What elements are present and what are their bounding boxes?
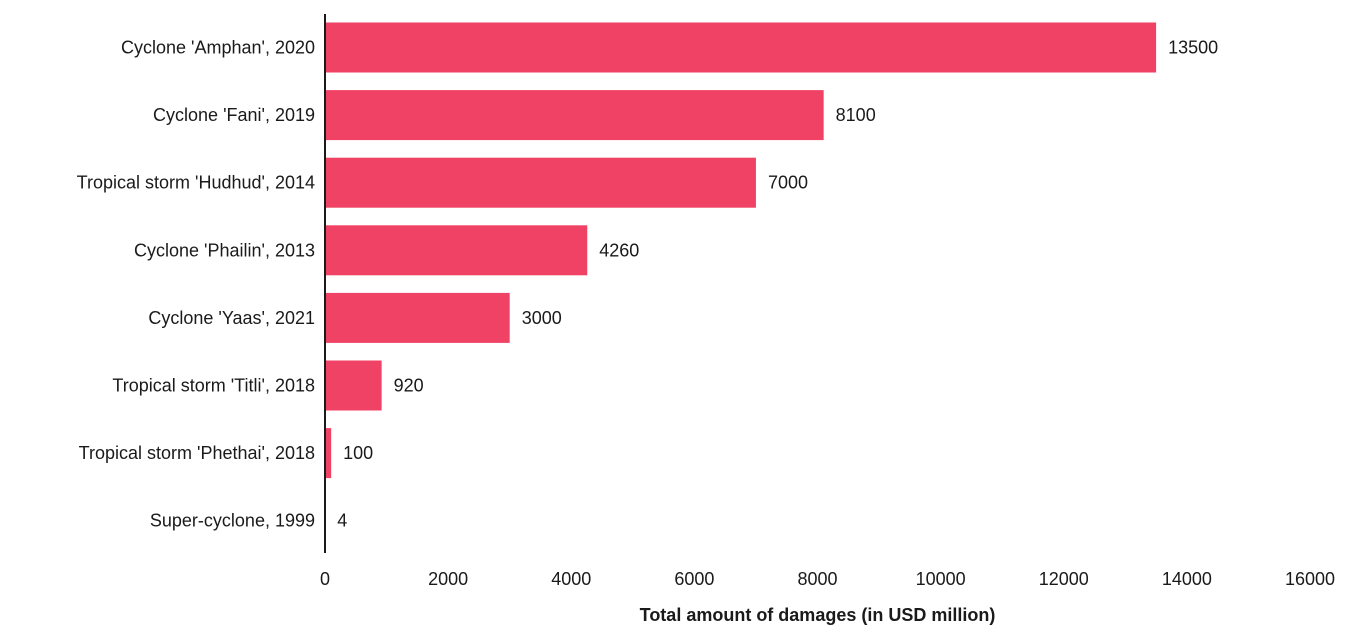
bar-tropical-storm-phethai-2018 [325, 428, 332, 479]
value-label: 4260 [599, 240, 639, 260]
x-tick-label: 6000 [674, 569, 714, 589]
category-label: Tropical storm 'Titli', 2018 [112, 376, 315, 396]
x-tick-label: 16000 [1285, 569, 1335, 589]
value-label: 8100 [836, 105, 876, 125]
value-label: 920 [394, 376, 424, 396]
category-label: Cyclone 'Phailin', 2013 [134, 240, 315, 260]
x-tick-label: 12000 [1039, 569, 1089, 589]
bar-tropical-storm-hudhud-2014 [325, 157, 756, 208]
x-tick-label: 4000 [551, 569, 591, 589]
bar-cyclone-phailin-2013 [325, 225, 588, 276]
bars-group [325, 22, 1157, 546]
x-tick-label: 0 [320, 569, 330, 589]
value-label: 4 [337, 511, 347, 531]
category-label: Cyclone 'Amphan', 2020 [121, 38, 315, 58]
bar-cyclone-yaas-2021 [325, 292, 510, 343]
category-label: Tropical storm 'Hudhud', 2014 [77, 173, 315, 193]
category-labels-group: Cyclone 'Amphan', 2020 Cyclone 'Fani', 20… [77, 38, 315, 531]
x-tick-label: 10000 [916, 569, 966, 589]
category-label: Cyclone 'Fani', 2019 [153, 105, 315, 125]
x-tick-labels-group: 0 2000 4000 6000 8000 10000 12000 14000 16000 [320, 569, 1335, 589]
category-label: Tropical storm 'Phethai', 2018 [79, 443, 315, 463]
bar-tropical-storm-titli-2018 [325, 360, 382, 411]
x-tick-label: 2000 [428, 569, 468, 589]
category-label: Cyclone 'Yaas', 2021 [148, 308, 315, 328]
x-tick-label: 8000 [797, 569, 837, 589]
value-label: 7000 [768, 173, 808, 193]
bar-cyclone-fani-2019 [325, 90, 824, 141]
value-labels-group: 13500 8100 7000 4260 3000 920 100 4 [337, 38, 1218, 531]
x-tick-label: 14000 [1162, 569, 1212, 589]
category-label: Super-cyclone, 1999 [150, 511, 315, 531]
value-label: 13500 [1168, 38, 1218, 58]
value-label: 100 [343, 443, 373, 463]
x-axis-title: Total amount of damages (in USD million) [640, 605, 996, 625]
value-label: 3000 [522, 308, 562, 328]
bar-cyclone-amphan-2020 [325, 22, 1157, 73]
